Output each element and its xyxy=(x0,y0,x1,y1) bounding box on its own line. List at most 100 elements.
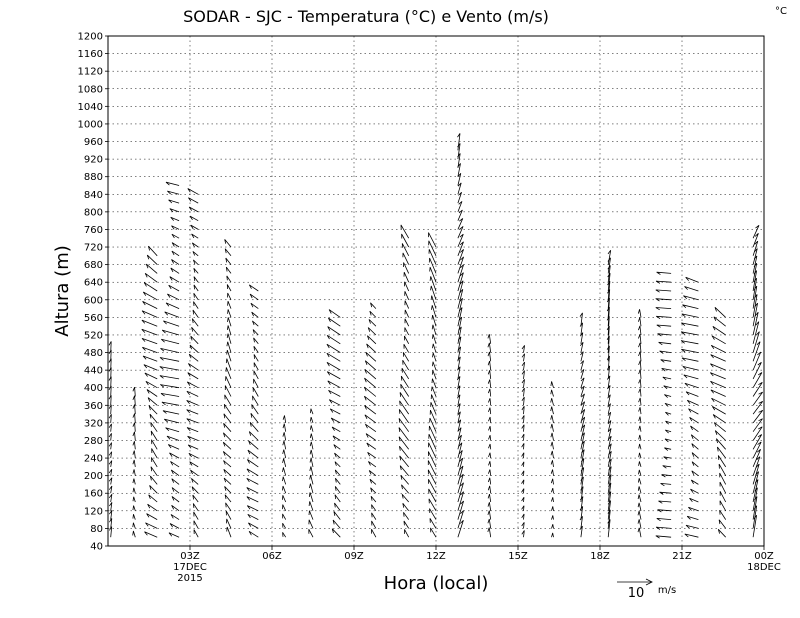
wind-vector xyxy=(402,352,410,362)
wind-vector xyxy=(428,434,437,450)
wind-vector xyxy=(109,502,113,511)
wind-vector xyxy=(655,289,672,293)
wind-vector xyxy=(457,226,464,239)
wind-vector xyxy=(487,342,492,353)
wind-vector xyxy=(638,334,642,344)
wind-vector xyxy=(227,301,232,309)
wind-vector xyxy=(169,276,180,283)
wind-vector xyxy=(488,469,492,476)
wind-vector xyxy=(168,284,180,292)
wind-vector xyxy=(147,397,158,406)
wind-vector xyxy=(688,506,699,512)
wind-vector xyxy=(166,435,180,441)
wind-vector xyxy=(638,317,642,327)
chart-title: SODAR - SJC - Temperatura (°C) e Vento (… xyxy=(183,7,549,26)
wind-vector xyxy=(457,520,464,538)
wind-vector xyxy=(717,455,727,468)
wind-vector xyxy=(142,355,158,362)
wind-vector xyxy=(192,503,199,512)
wind-vector xyxy=(363,386,377,397)
wind-vector xyxy=(579,341,584,353)
wind-vector xyxy=(580,385,585,397)
wind-vector xyxy=(150,466,158,476)
wind-vector xyxy=(193,268,199,274)
wind-vector xyxy=(580,416,586,432)
wind-vector xyxy=(457,491,464,511)
reference-arrow-head xyxy=(645,578,653,586)
wind-vector xyxy=(580,409,586,424)
wind-vector xyxy=(606,325,610,344)
wind-vector xyxy=(691,470,699,477)
wind-vector xyxy=(681,313,699,318)
wind-vector xyxy=(658,341,672,346)
wind-vector xyxy=(752,456,761,476)
wind-vector xyxy=(711,335,726,345)
wind-vector xyxy=(719,472,727,485)
wind-vector xyxy=(282,522,287,529)
wind-vector xyxy=(186,409,199,415)
wind-vector xyxy=(148,494,158,503)
wind-vector xyxy=(606,316,610,336)
wind-vector xyxy=(404,327,410,336)
wind-vector xyxy=(718,519,727,529)
wind-vector xyxy=(252,395,259,406)
wind-vector xyxy=(132,522,136,529)
wind-vector xyxy=(638,469,642,476)
wind-vector xyxy=(108,395,112,406)
wind-vector xyxy=(638,434,642,441)
wind-vector xyxy=(638,342,642,353)
wind-vector xyxy=(521,522,525,529)
x-tick-label: 03Z xyxy=(180,551,200,562)
wind-vector xyxy=(579,332,584,344)
wind-vector xyxy=(365,433,377,441)
wind-vector xyxy=(330,417,341,424)
wind-vector xyxy=(171,259,180,265)
wind-vector xyxy=(521,452,525,459)
wind-vector xyxy=(487,510,492,520)
wind-vector xyxy=(398,418,410,432)
wind-vector xyxy=(132,450,136,459)
wind-vector xyxy=(169,208,180,213)
wind-vector xyxy=(655,535,672,539)
wind-vector xyxy=(253,354,259,362)
wind-vector xyxy=(606,335,610,353)
wind-vector xyxy=(251,404,259,415)
wind-vector xyxy=(428,451,437,468)
wind-vector xyxy=(521,361,525,371)
wind-vector xyxy=(248,284,259,292)
wind-vector xyxy=(309,458,314,467)
wind-vector xyxy=(521,415,525,423)
wind-vector xyxy=(223,432,232,441)
wind-vector xyxy=(225,266,232,274)
wind-vector xyxy=(226,275,232,283)
wind-vector xyxy=(226,341,232,353)
wind-vector xyxy=(191,318,199,327)
wind-vector xyxy=(487,477,492,485)
wind-vector xyxy=(664,447,672,451)
x-tick-date-label: 17DEC xyxy=(173,562,207,573)
wind-vector xyxy=(638,425,642,432)
wind-vector xyxy=(684,533,699,538)
wind-vector xyxy=(191,486,199,494)
plot-frame xyxy=(107,35,765,547)
wind-vector xyxy=(752,434,763,450)
wind-vector xyxy=(364,368,377,380)
wind-vector xyxy=(487,370,492,379)
wind-vector xyxy=(752,302,758,327)
wind-vector xyxy=(161,401,180,406)
wind-vector xyxy=(606,355,610,371)
wind-vector xyxy=(364,395,377,406)
wind-vector xyxy=(663,456,672,460)
wind-vector xyxy=(488,461,492,467)
wind-vector xyxy=(146,389,158,397)
wind-vector xyxy=(637,309,642,318)
wind-vector xyxy=(607,403,611,415)
wind-vector xyxy=(659,491,672,495)
wind-vector xyxy=(710,372,726,380)
y-tick-label: 1000 xyxy=(78,119,103,130)
wind-vector xyxy=(165,302,180,309)
x-tick-label: 00Z xyxy=(754,551,774,562)
wind-vector xyxy=(148,405,158,415)
wind-vector xyxy=(282,476,287,485)
wind-vector xyxy=(170,461,180,468)
